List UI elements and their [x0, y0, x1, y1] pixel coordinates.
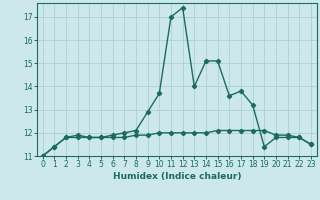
X-axis label: Humidex (Indice chaleur): Humidex (Indice chaleur): [113, 172, 241, 181]
